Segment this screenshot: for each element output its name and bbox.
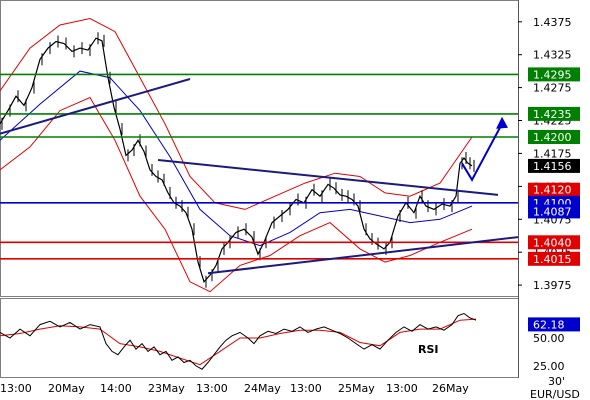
- level-tag-label: 1.4156: [533, 160, 572, 173]
- y-tick-label: 1.4375: [533, 16, 572, 29]
- x-tick-label: 13:00: [196, 382, 228, 395]
- trendline: [0, 78, 191, 135]
- projection-arrow-head: [496, 116, 508, 129]
- rsi-value-label: 62.18: [533, 318, 565, 331]
- level-tag-label: 1.4015: [533, 253, 572, 266]
- rsi-value-tag: [528, 317, 580, 332]
- x-tick-label: 13:00: [0, 382, 32, 395]
- trendline: [207, 236, 519, 275]
- x-tick-label: 14:00: [100, 382, 132, 395]
- level-tag-label: 1.4120: [533, 184, 572, 197]
- x-tick-label: 13:00: [290, 382, 322, 395]
- level-tag-label: 1.4200: [533, 131, 572, 144]
- level-tag: [528, 235, 580, 250]
- pair-label: EUR/USD: [530, 388, 580, 400]
- level-tag: [528, 204, 580, 219]
- y-tick-label: 1.4325: [533, 49, 572, 62]
- projection-arrow-line: [461, 123, 503, 182]
- rsi-label: RSI: [418, 343, 439, 356]
- level-tag: [528, 182, 580, 197]
- y-tick-label: 1.3975: [533, 279, 572, 292]
- y-tick-label: 1.4275: [533, 82, 572, 95]
- rsi-tick-label: 50.00: [533, 332, 565, 345]
- x-tick-label: 23May: [148, 382, 185, 395]
- level-tag-label: 1.4040: [533, 236, 572, 249]
- level-tag: [528, 67, 580, 82]
- level-tag: [528, 251, 580, 266]
- level-tag: [528, 158, 580, 173]
- level-tag-label: 1.4295: [533, 68, 572, 81]
- x-tick-label: 20May: [48, 382, 85, 395]
- timeframe-label: 30': [548, 375, 565, 388]
- x-tick-label: 26May: [432, 382, 469, 395]
- y-tick-label: 1.4175: [533, 147, 572, 160]
- rsi-signal-line: [0, 318, 477, 366]
- rsi-tick-label: 25.00: [533, 360, 565, 373]
- price-line: [0, 37, 473, 283]
- x-tick-label: 24May: [244, 382, 281, 395]
- level-tag-label: 1.4087: [533, 205, 572, 218]
- x-tick-label: 13:00: [386, 382, 418, 395]
- level-tag: [528, 130, 580, 144]
- level-tag: [528, 106, 580, 121]
- rsi-line: [0, 312, 477, 370]
- trendline: [157, 159, 499, 196]
- bollinger-lower-line: [0, 96, 473, 293]
- level-tag-label: 1.4235: [533, 108, 572, 121]
- bollinger-upper-line: [0, 17, 473, 210]
- x-tick-label: 25May: [338, 382, 375, 395]
